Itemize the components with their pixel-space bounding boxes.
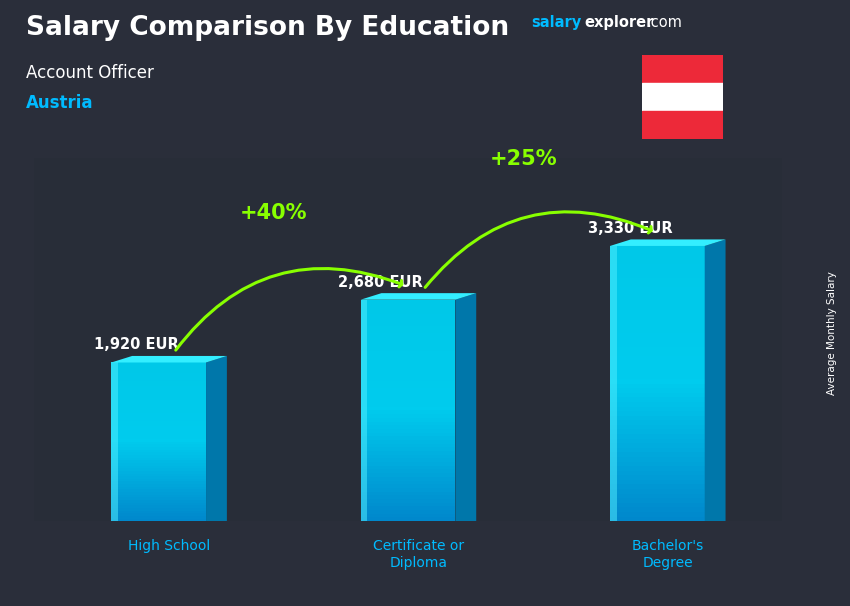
Text: explorer: explorer	[584, 15, 654, 30]
Text: 2,680 EUR: 2,680 EUR	[338, 275, 423, 290]
Text: .com: .com	[646, 15, 682, 30]
Text: Certificate or
Diploma: Certificate or Diploma	[373, 539, 464, 570]
Text: 3,330 EUR: 3,330 EUR	[587, 221, 672, 236]
Polygon shape	[360, 293, 476, 300]
Text: Austria: Austria	[26, 94, 93, 112]
Text: Salary Comparison By Education: Salary Comparison By Education	[26, 15, 508, 41]
Text: 1,920 EUR: 1,920 EUR	[94, 338, 178, 352]
Text: Account Officer: Account Officer	[26, 64, 153, 82]
Bar	[642, 55, 722, 83]
Polygon shape	[705, 239, 726, 521]
Bar	[642, 83, 722, 111]
Polygon shape	[610, 239, 726, 246]
Text: Average Monthly Salary: Average Monthly Salary	[827, 271, 837, 395]
Polygon shape	[206, 356, 227, 521]
Text: High School: High School	[128, 539, 210, 553]
Text: salary: salary	[531, 15, 581, 30]
Polygon shape	[111, 356, 227, 362]
Text: +25%: +25%	[490, 150, 557, 170]
Polygon shape	[456, 293, 476, 521]
Bar	[642, 111, 722, 139]
Text: Bachelor's
Degree: Bachelor's Degree	[632, 539, 704, 570]
Text: +40%: +40%	[240, 203, 308, 223]
